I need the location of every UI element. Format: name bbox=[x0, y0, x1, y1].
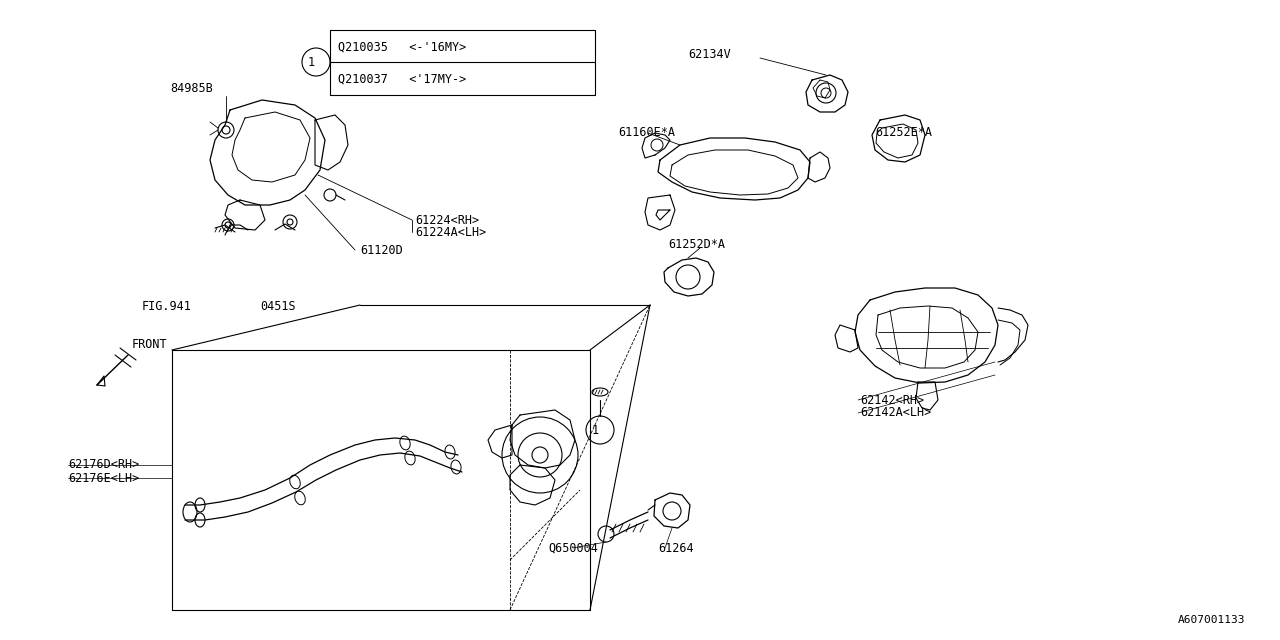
Text: 61252D*A: 61252D*A bbox=[668, 237, 724, 250]
Text: 1: 1 bbox=[307, 56, 315, 68]
Text: 62176E<LH>: 62176E<LH> bbox=[68, 472, 140, 484]
Text: 61120D: 61120D bbox=[360, 243, 403, 257]
Text: Q650004: Q650004 bbox=[548, 541, 598, 554]
Text: 61224A<LH>: 61224A<LH> bbox=[415, 225, 486, 239]
Text: 62142A<LH>: 62142A<LH> bbox=[860, 406, 932, 419]
Text: A607001133: A607001133 bbox=[1178, 615, 1245, 625]
Text: Q210037   <'17MY->: Q210037 <'17MY-> bbox=[338, 72, 466, 86]
Text: FRONT: FRONT bbox=[132, 339, 168, 351]
Text: FIG.941: FIG.941 bbox=[142, 301, 192, 314]
Text: 61264: 61264 bbox=[658, 541, 694, 554]
Text: 0451S: 0451S bbox=[260, 301, 296, 314]
Text: 62176D<RH>: 62176D<RH> bbox=[68, 458, 140, 472]
Text: 84985B: 84985B bbox=[170, 81, 214, 95]
Text: 1: 1 bbox=[591, 424, 599, 436]
Text: 62142<RH>: 62142<RH> bbox=[860, 394, 924, 406]
Text: 61252E*A: 61252E*A bbox=[876, 127, 932, 140]
Text: 61224<RH>: 61224<RH> bbox=[415, 214, 479, 227]
Text: Q210035   <-'16MY>: Q210035 <-'16MY> bbox=[338, 40, 466, 54]
Text: 62134V: 62134V bbox=[689, 49, 731, 61]
Text: 61160E*A: 61160E*A bbox=[618, 127, 675, 140]
